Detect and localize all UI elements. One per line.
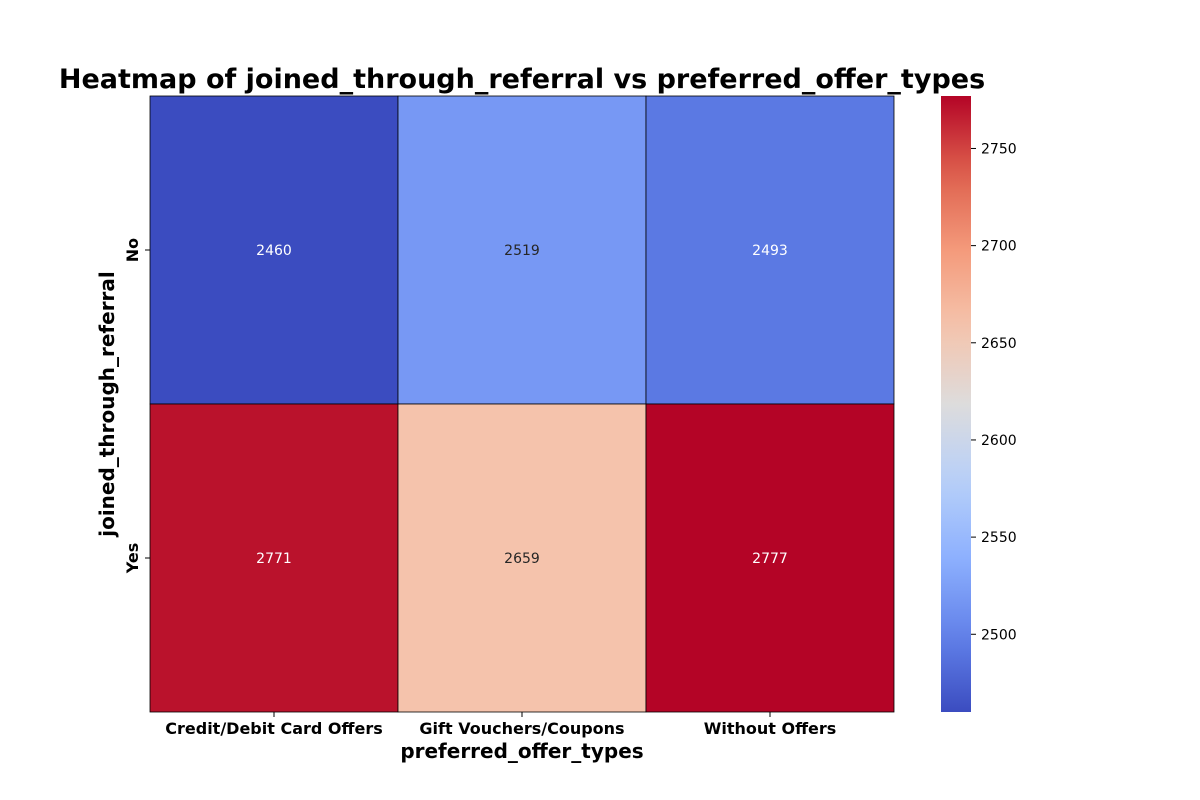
heatmap-cell — [645, 403, 895, 713]
heatmap-cell — [645, 95, 895, 405]
colorbar-tick-label: 2750 — [981, 141, 1017, 157]
colorbar-tick-label: 2550 — [981, 530, 1017, 546]
cell-value-label: 2493 — [752, 243, 788, 259]
cell-value-label: 2659 — [504, 551, 540, 567]
x-axis-label: preferred_offer_types — [400, 739, 643, 763]
cell-value-label: 2460 — [256, 243, 292, 259]
heatmap-cell — [149, 95, 399, 405]
colorbar-ticks: 2500 2550 2600 2650 2700 2750 — [971, 141, 1017, 643]
y-axis-label: joined_through_referral — [95, 271, 119, 538]
heatmap-cell-labels: 2460 2519 2493 2771 2659 2777 — [256, 243, 788, 567]
colorbar-tick-label: 2650 — [981, 336, 1017, 352]
x-tick-label: Credit/Debit Card Offers — [165, 719, 382, 738]
colorbar-tick-label: 2600 — [981, 433, 1017, 449]
colorbar-tick-label: 2500 — [981, 627, 1017, 643]
y-tick-label: No — [123, 238, 142, 262]
x-tick-label: Without Offers — [704, 719, 837, 738]
heatmap-cells — [149, 95, 895, 713]
chart-title: Heatmap of joined_through_referral vs pr… — [59, 64, 985, 95]
cell-value-label: 2777 — [752, 551, 788, 567]
cell-value-label: 2519 — [504, 243, 540, 259]
y-axis-ticks: No Yes — [123, 238, 150, 574]
cell-value-label: 2771 — [256, 551, 292, 567]
x-axis-ticks: Credit/Debit Card Offers Gift Vouchers/Co… — [165, 712, 836, 738]
colorbar — [941, 96, 971, 712]
heatmap-cell — [397, 95, 647, 405]
x-tick-label: Gift Vouchers/Coupons — [419, 719, 624, 738]
colorbar-tick-label: 2700 — [981, 239, 1017, 255]
heatmap-cell — [397, 403, 647, 713]
y-tick-label: Yes — [123, 543, 142, 575]
heatmap-cell — [149, 403, 399, 713]
